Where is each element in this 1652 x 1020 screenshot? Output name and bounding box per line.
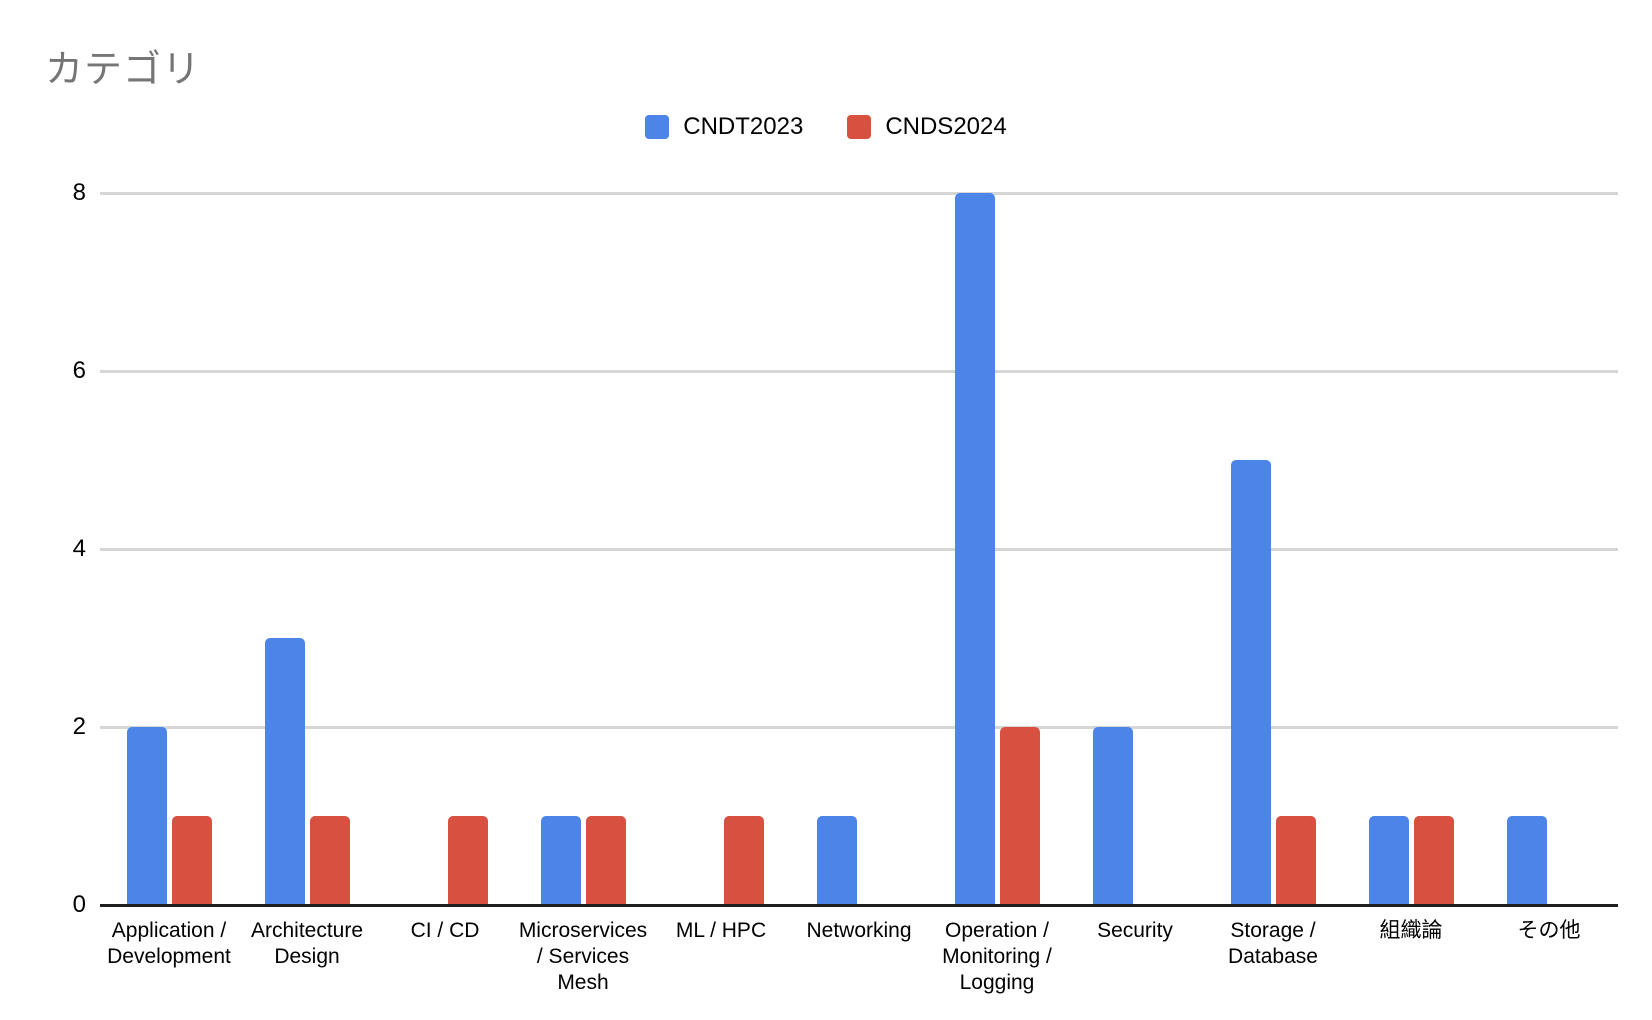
x-axis-label: Microservices / Services Mesh xyxy=(518,919,648,994)
legend-swatch-cnds2024 xyxy=(847,115,872,139)
x-axis-label: ML / HPC xyxy=(675,919,767,942)
x-axis-label: その他 xyxy=(1517,919,1581,942)
x-axis-labels: Application / Development Architecture De… xyxy=(100,918,1618,996)
x-label-slot: 組織論 xyxy=(1342,918,1480,996)
gridline-8 xyxy=(100,191,1618,195)
category-slot xyxy=(1204,193,1342,905)
x-label-slot: ML / HPC xyxy=(652,918,790,996)
category-slot xyxy=(928,193,1066,905)
legend-item-cndt2023: CNDT2023 xyxy=(645,113,803,141)
category-slot xyxy=(1066,193,1204,905)
bar-cnds2024 xyxy=(1275,816,1316,905)
category-slot xyxy=(790,193,928,905)
y-tick-label-0: 0 xyxy=(72,891,86,918)
bar-cndt2023 xyxy=(540,816,581,905)
x-label-slot: CI / CD xyxy=(376,918,514,996)
category-slot xyxy=(376,193,514,905)
bars-row xyxy=(100,193,1618,905)
x-axis-label: Application / Development xyxy=(107,919,231,968)
x-axis-label: CI / CD xyxy=(410,919,480,942)
x-label-slot: Security xyxy=(1066,918,1204,996)
y-tick-label-8: 8 xyxy=(72,179,86,206)
category-slot xyxy=(238,193,376,905)
bar-cndt2023 xyxy=(1368,816,1409,905)
x-label-slot: Storage / Database xyxy=(1204,918,1342,996)
x-label-slot: その他 xyxy=(1480,918,1618,996)
bar-cndt2023 xyxy=(1506,816,1547,905)
legend-label: CNDT2023 xyxy=(683,113,804,140)
bar-cnds2024 xyxy=(171,816,212,905)
x-axis-label: Operation / Monitoring / Logging xyxy=(942,919,1052,994)
chart-title: カテゴリ xyxy=(45,49,202,91)
x-label-slot: Networking xyxy=(790,918,928,996)
bar-cnds2024 xyxy=(999,727,1040,905)
bar-cndt2023 xyxy=(126,727,167,905)
bar-cnds2024 xyxy=(1413,816,1454,905)
y-tick-label-4: 4 xyxy=(72,535,86,562)
x-axis-label: Storage / Database xyxy=(1228,919,1318,968)
plot-area xyxy=(100,191,1618,907)
y-axis: 0 2 4 6 8 xyxy=(0,180,86,918)
bar-cnds2024 xyxy=(447,816,488,905)
category-slot xyxy=(1342,193,1480,905)
bar-cnds2024 xyxy=(585,816,626,905)
category-slot xyxy=(652,193,790,905)
bar-cnds2024 xyxy=(309,816,350,905)
x-axis-label: Networking xyxy=(806,919,912,942)
y-tick-label-6: 6 xyxy=(72,357,86,384)
bar-cndt2023 xyxy=(264,638,305,905)
legend-swatch-cndt2023 xyxy=(645,115,670,139)
x-label-slot: Operation / Monitoring / Logging xyxy=(928,918,1066,996)
x-label-slot: Microservices / Services Mesh xyxy=(514,918,652,996)
gridline-4 xyxy=(100,547,1618,551)
category-slot xyxy=(514,193,652,905)
x-axis-label: 組織論 xyxy=(1379,919,1443,942)
legend-item-cnds2024: CNDS2024 xyxy=(847,113,1007,141)
x-axis-label: Security xyxy=(1097,919,1173,942)
gridline-6 xyxy=(100,369,1618,373)
x-label-slot: Application / Development xyxy=(100,918,238,996)
gridline-2 xyxy=(100,725,1618,729)
bar-cndt2023 xyxy=(1230,460,1271,905)
bar-cnds2024 xyxy=(723,816,764,905)
x-label-slot: Architecture Design xyxy=(238,918,376,996)
bar-cndt2023 xyxy=(816,816,857,905)
x-axis-line xyxy=(100,904,1618,907)
y-tick-label-2: 2 xyxy=(72,713,86,740)
legend-label: CNDS2024 xyxy=(885,113,1007,140)
x-axis-label: Architecture Design xyxy=(250,919,364,968)
chart-legend: CNDT2023 CNDS2024 xyxy=(0,113,1652,141)
category-slot xyxy=(100,193,238,905)
category-slot xyxy=(1480,193,1618,905)
bar-cndt2023 xyxy=(954,193,995,905)
bar-cndt2023 xyxy=(1092,727,1133,905)
